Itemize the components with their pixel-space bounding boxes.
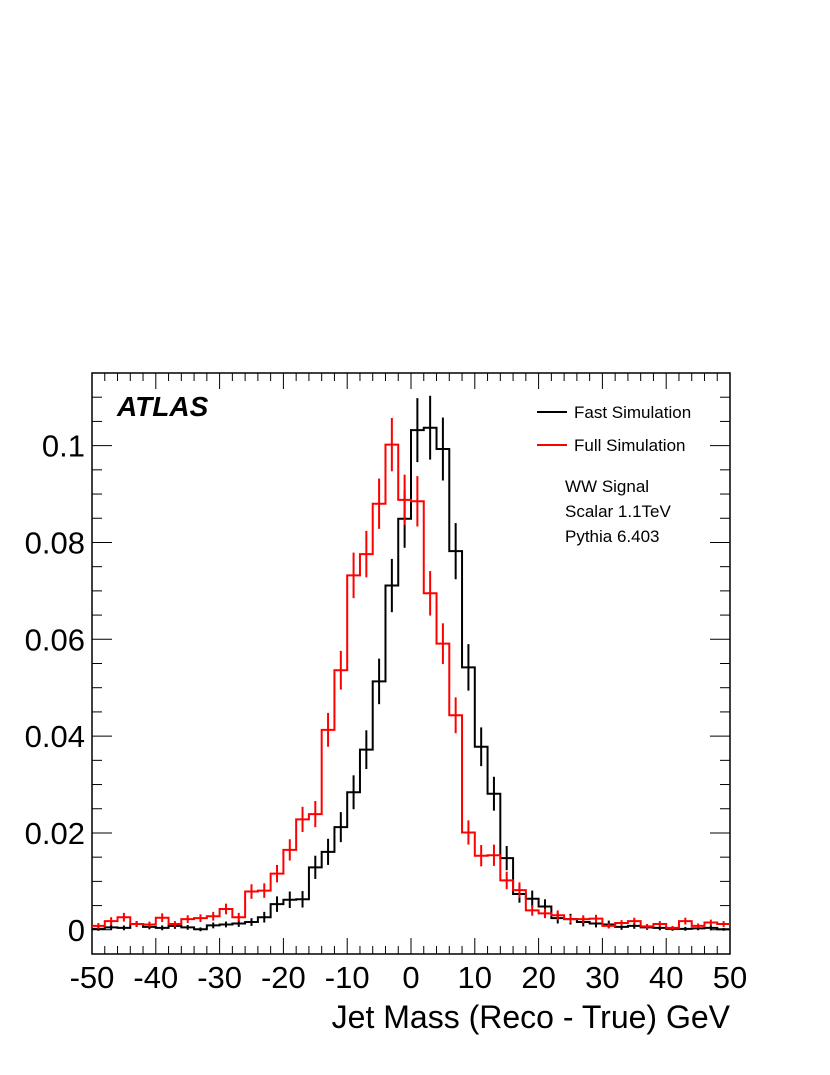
y-tick-label: 0.1 <box>42 429 85 464</box>
x-tick-label: -50 <box>70 960 115 995</box>
x-tick-labels: -50 -40 -30 -20 -10 0 10 20 30 40 50 <box>70 960 748 995</box>
annotation-scalar: Scalar 1.1TeV <box>565 502 671 521</box>
x-tick-label: 50 <box>713 960 747 995</box>
y-tick-label: 0.02 <box>25 816 85 851</box>
x-tick-label: -40 <box>133 960 178 995</box>
series-layer <box>92 395 730 932</box>
x-tick-label: 0 <box>402 960 419 995</box>
legend-label-full: Full Simulation <box>574 436 686 455</box>
series-full-simulation <box>92 418 730 930</box>
y-tick-label: 0.04 <box>25 719 85 754</box>
y-tick-labels: 0 0.02 0.04 0.06 0.08 0.1 <box>25 429 85 948</box>
x-tick-label: 30 <box>585 960 619 995</box>
legend-label-fast: Fast Simulation <box>574 403 691 422</box>
x-tick-label: -30 <box>197 960 242 995</box>
annotation-generator: Pythia 6.403 <box>565 527 660 546</box>
x-tick-label: 20 <box>521 960 555 995</box>
x-tick-label: 40 <box>649 960 683 995</box>
histogram-line <box>92 443 730 929</box>
x-tick-label: -10 <box>325 960 370 995</box>
x-tick-label: 10 <box>458 960 492 995</box>
legend: Fast Simulation Full Simulation <box>537 403 691 455</box>
annotation-signal: WW Signal <box>565 477 649 496</box>
x-tick-label: -20 <box>261 960 306 995</box>
y-tick-label: 0 <box>68 913 85 948</box>
y-tick-label: 0.08 <box>25 525 85 560</box>
x-axis-title: Jet Mass (Reco - True) GeV <box>332 999 731 1035</box>
experiment-label: ATLAS <box>116 391 209 422</box>
y-tick-label: 0.06 <box>25 622 85 657</box>
annotation-block: WW Signal Scalar 1.1TeV Pythia 6.403 <box>565 477 671 546</box>
axis-ticks <box>91 373 731 955</box>
